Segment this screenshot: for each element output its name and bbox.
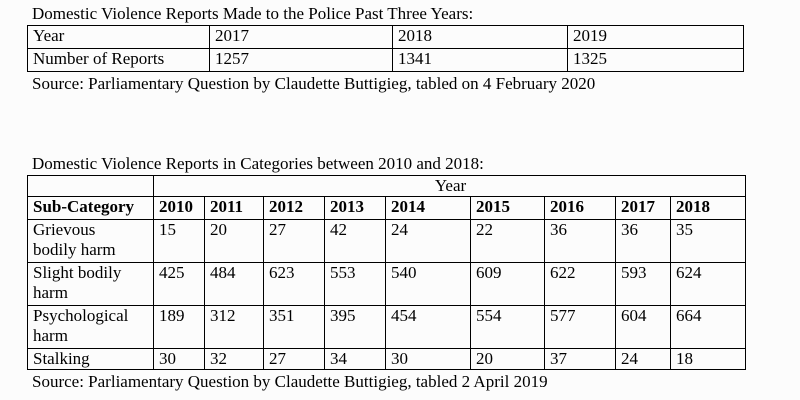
col-header-2012: 2012 — [263, 196, 325, 220]
year-2019-cell: 2019 — [567, 25, 744, 49]
count-2019-cell: 1325 — [567, 48, 744, 72]
slight-bodily-harm-label: Slight bodily harm — [27, 262, 154, 306]
year-header-row: Year 2017 2018 2019 — [27, 25, 744, 49]
grievous-2012: 27 — [263, 219, 325, 263]
subcategory-header: Sub-Category — [27, 196, 154, 220]
slight-2015: 609 — [470, 262, 545, 306]
count-2018-cell: 1341 — [392, 48, 568, 72]
stalking-2011: 32 — [204, 348, 264, 370]
grievous-2016: 36 — [544, 219, 616, 263]
empty-corner-cell — [27, 175, 154, 197]
col-header-2014: 2014 — [385, 196, 471, 220]
col-header-2011: 2011 — [204, 196, 264, 220]
year-group-label: Year — [153, 175, 746, 197]
grievous-2014: 24 — [385, 219, 471, 263]
slight-2018: 624 — [670, 262, 746, 306]
year-2018-cell: 2018 — [392, 25, 568, 49]
stalking-2015: 20 — [470, 348, 545, 370]
stalking-2018: 18 — [670, 348, 746, 370]
stalking-2010: 30 — [153, 348, 205, 370]
reports-by-year-table: Year 2017 2018 2019 Number of Reports 12… — [27, 25, 744, 72]
psychological-harm-row: Psychological harm 189 312 351 395 454 5… — [27, 305, 746, 349]
psych-2016: 577 — [544, 305, 616, 349]
slight-2017: 593 — [615, 262, 671, 306]
stalking-label: Stalking — [27, 348, 154, 370]
grievous-bodily-harm-label: Grievous bodily harm — [27, 219, 154, 263]
stalking-row: Stalking 30 32 27 34 30 20 37 24 18 — [27, 348, 746, 370]
stalking-2016: 37 — [544, 348, 616, 370]
col-header-2016: 2016 — [544, 196, 616, 220]
slight-2012: 623 — [263, 262, 325, 306]
count-2017-cell: 1257 — [209, 48, 393, 72]
year-2017-cell: 2017 — [209, 25, 393, 49]
reports-by-category-section: Domestic Violence Reports in Categories … — [27, 154, 800, 392]
slight-2010: 425 — [153, 262, 205, 306]
slight-2013: 553 — [324, 262, 386, 306]
slight-2016: 622 — [544, 262, 616, 306]
slight-bodily-harm-row: Slight bodily harm 425 484 623 553 540 6… — [27, 262, 746, 306]
grievous-2010: 15 — [153, 219, 205, 263]
stalking-2017: 24 — [615, 348, 671, 370]
psych-2013: 395 — [324, 305, 386, 349]
slight-2014: 540 — [385, 262, 471, 306]
reports-by-year-section: Domestic Violence Reports Made to the Po… — [27, 4, 800, 94]
col-header-2013: 2013 — [324, 196, 386, 220]
reports-by-category-table: Year Sub-Category 2010 2011 2012 2013 20… — [27, 175, 746, 370]
grievous-2018: 35 — [670, 219, 746, 263]
psych-2014: 454 — [385, 305, 471, 349]
reports-by-category-source: Source: Parliamentary Question by Claude… — [32, 372, 548, 391]
psych-2018: 664 — [670, 305, 746, 349]
col-header-2017: 2017 — [615, 196, 671, 220]
col-header-2010: 2010 — [153, 196, 205, 220]
grievous-2017: 36 — [615, 219, 671, 263]
stalking-2014: 30 — [385, 348, 471, 370]
reports-by-year-title: Domestic Violence Reports Made to the Po… — [32, 4, 474, 23]
psych-2012: 351 — [263, 305, 325, 349]
slight-2011: 484 — [204, 262, 264, 306]
reports-by-year-source: Source: Parliamentary Question by Claude… — [32, 74, 596, 93]
report-count-row: Number of Reports 1257 1341 1325 — [27, 48, 744, 72]
psychological-harm-label: Psychological harm — [27, 305, 154, 349]
year-row-label: Year — [27, 25, 210, 49]
psych-2015: 554 — [470, 305, 545, 349]
col-header-2018: 2018 — [670, 196, 746, 220]
stalking-2012: 27 — [263, 348, 325, 370]
grievous-2015: 22 — [470, 219, 545, 263]
psych-2010: 189 — [153, 305, 205, 349]
psych-2011: 312 — [204, 305, 264, 349]
grievous-2013: 42 — [324, 219, 386, 263]
year-group-row: Year — [27, 175, 746, 197]
psych-2017: 604 — [615, 305, 671, 349]
grievous-bodily-harm-row: Grievous bodily harm 15 20 27 42 24 22 3… — [27, 219, 746, 263]
stalking-2013: 34 — [324, 348, 386, 370]
col-header-2015: 2015 — [470, 196, 545, 220]
column-header-row: Sub-Category 2010 2011 2012 2013 2014 20… — [27, 196, 746, 220]
count-row-label: Number of Reports — [27, 48, 210, 72]
reports-by-category-title: Domestic Violence Reports in Categories … — [32, 154, 484, 173]
grievous-2011: 20 — [204, 219, 264, 263]
